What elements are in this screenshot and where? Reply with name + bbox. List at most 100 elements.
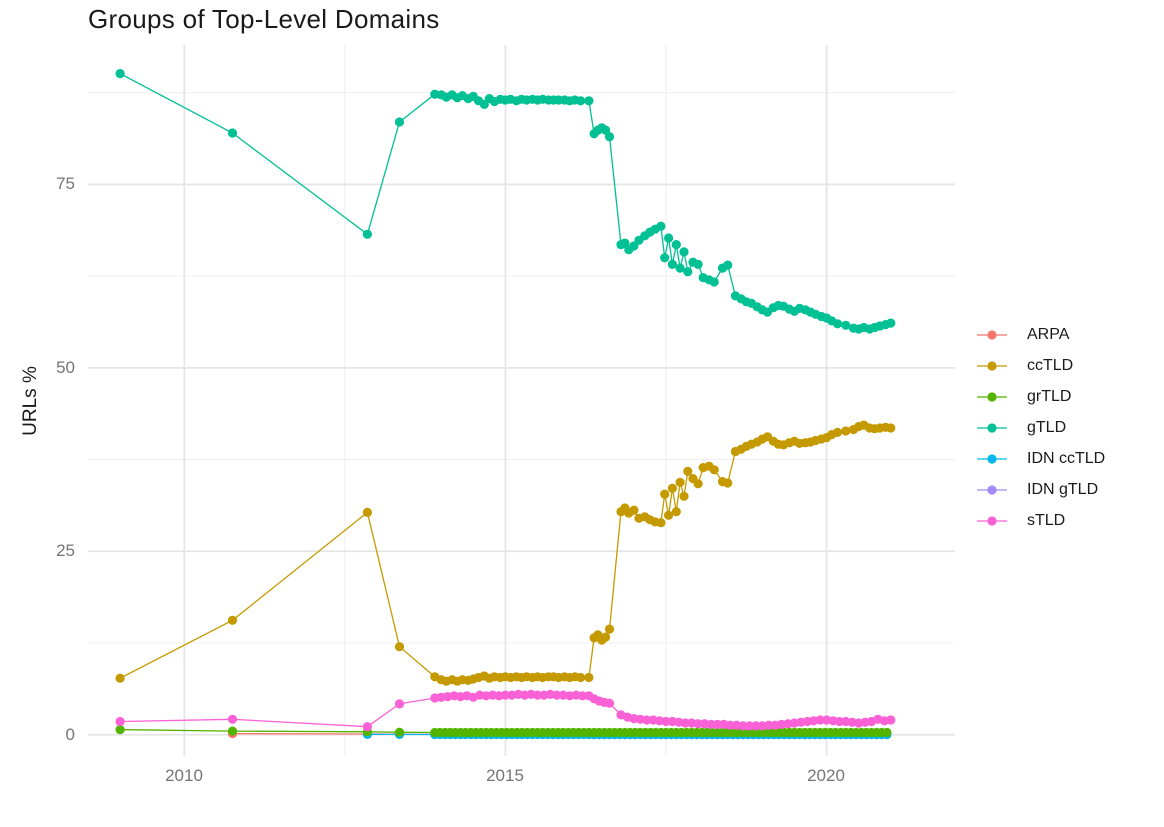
data-point-cctld xyxy=(693,479,703,489)
data-point-stld xyxy=(533,690,543,700)
data-point-cctld xyxy=(841,426,851,436)
chart-title: Groups of Top-Level Domains xyxy=(88,4,440,34)
legend-label-stld: sTLD xyxy=(1027,511,1066,529)
legend-item-grtld: grTLD xyxy=(975,381,1105,412)
legend-item-idn-gtld: IDN gTLD xyxy=(975,474,1105,505)
data-point-stld xyxy=(834,716,845,727)
data-point-cctld xyxy=(832,427,843,437)
data-point-stld xyxy=(751,721,761,731)
data-point-cctld xyxy=(671,507,681,517)
data-point-gtld xyxy=(886,318,896,328)
data-point-stld xyxy=(680,718,690,728)
data-point-gtld xyxy=(693,259,703,269)
data-point-cctld xyxy=(664,510,674,520)
data-point-cctld xyxy=(679,491,689,501)
series-cctld xyxy=(115,420,896,686)
data-point-grtld xyxy=(394,727,405,737)
legend-label-grtld: grTLD xyxy=(1027,387,1072,405)
y-tick-label-75: 75 xyxy=(56,174,75,193)
data-point-gtld xyxy=(671,240,681,250)
data-point-gtld xyxy=(115,69,125,79)
data-point-cctld xyxy=(656,518,666,528)
legend-label-gtld: gTLD xyxy=(1027,418,1067,436)
data-point-stld xyxy=(815,715,825,725)
series-grtld xyxy=(115,725,892,738)
y-tick-label-0: 0 xyxy=(65,725,75,744)
y-tick-label-50: 50 xyxy=(56,358,75,377)
data-point-gtld xyxy=(656,221,666,231)
data-point-gtld xyxy=(394,117,405,127)
data-point-cctld xyxy=(675,477,685,487)
data-point-stld xyxy=(115,716,125,727)
legend-item-cctld: ccTLD xyxy=(975,350,1105,381)
data-point-stld xyxy=(886,715,896,725)
series-stld xyxy=(115,689,896,732)
data-point-cctld xyxy=(709,465,719,475)
legend-key-stld-icon xyxy=(977,515,1007,526)
legend-key-idn-cctld-icon xyxy=(977,453,1007,464)
data-point-stld xyxy=(604,698,615,708)
data-point-stld xyxy=(227,714,238,724)
series-gtld xyxy=(115,69,896,334)
data-point-gtld xyxy=(667,259,678,269)
legend-item-stld: sTLD xyxy=(975,505,1105,536)
data-point-cctld xyxy=(601,632,611,642)
x-tick-label-2015: 2015 xyxy=(486,766,524,785)
legend-label-cctld: ccTLD xyxy=(1027,356,1074,374)
data-point-gtld xyxy=(683,267,693,277)
data-point-stld xyxy=(394,699,405,709)
data-point-cctld xyxy=(362,507,372,517)
data-point-stld xyxy=(764,720,774,730)
data-point-cctld xyxy=(660,489,670,499)
data-point-gtld xyxy=(664,233,674,243)
data-point-cctld xyxy=(227,615,238,625)
legend-label-idn-gtld: IDN gTLD xyxy=(1027,480,1099,498)
data-point-stld xyxy=(706,719,716,730)
data-point-stld xyxy=(693,719,703,729)
legend-label-idn-cctld: IDN ccTLD xyxy=(1027,449,1106,467)
data-point-cctld xyxy=(604,624,615,634)
data-point-stld xyxy=(500,690,510,700)
data-point-gtld xyxy=(227,128,238,138)
data-point-gtld xyxy=(709,277,719,287)
data-point-gtld xyxy=(584,96,594,106)
legend-item-idn-cctld: IDN ccTLD xyxy=(975,443,1105,474)
data-point-stld xyxy=(661,716,671,727)
data-point-cctld xyxy=(115,673,125,683)
legend-item-gtld: gTLD xyxy=(975,412,1105,443)
data-point-gtld xyxy=(675,263,685,273)
y-tick-label-25: 25 xyxy=(56,541,75,560)
data-point-stld xyxy=(725,720,735,730)
data-point-grtld xyxy=(227,726,238,736)
data-point-gtld xyxy=(604,132,615,142)
data-point-grtld xyxy=(882,727,892,738)
data-point-cctld xyxy=(629,505,639,515)
data-point-cctld xyxy=(576,672,586,683)
data-point-gtld xyxy=(841,320,851,330)
data-point-gtld xyxy=(832,319,843,329)
data-point-stld xyxy=(738,721,748,731)
legend-label-arpa: ARPA xyxy=(1027,325,1070,343)
data-point-stld xyxy=(362,722,372,732)
legend-key-idn-gtld-icon xyxy=(977,484,1007,495)
data-point-stld xyxy=(712,719,723,730)
legend-key-gtld-icon xyxy=(977,422,1007,433)
data-point-cctld xyxy=(886,423,896,433)
data-point-gtld xyxy=(660,253,670,263)
data-point-cctld xyxy=(667,483,678,493)
data-point-cctld xyxy=(584,672,594,683)
data-point-stld xyxy=(744,721,755,731)
data-point-grtld xyxy=(115,725,125,735)
legend-key-arpa-icon xyxy=(977,329,1007,340)
data-point-gtld xyxy=(723,260,733,270)
data-point-stld xyxy=(577,691,588,701)
data-point-cctld xyxy=(683,466,693,476)
data-point-gtld xyxy=(679,247,689,257)
data-point-stld xyxy=(642,715,652,725)
legend-item-arpa: ARPA xyxy=(975,319,1105,350)
legend: ARPA ccTLD grTLD gTLD IDN ccTLD IDN gTLD… xyxy=(975,319,1105,536)
legend-key-grtld-icon xyxy=(977,391,1007,402)
data-point-cctld xyxy=(394,642,405,652)
data-point-gtld xyxy=(576,96,586,106)
